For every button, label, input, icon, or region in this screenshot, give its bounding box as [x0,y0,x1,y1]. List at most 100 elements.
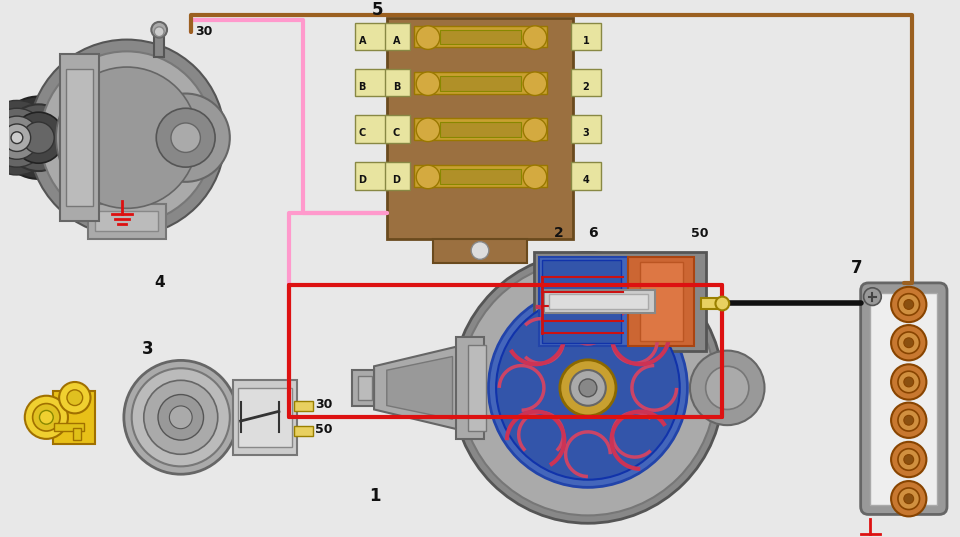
Circle shape [452,252,723,523]
Bar [440,30,521,45]
Circle shape [152,22,167,38]
Bar [701,297,722,309]
Circle shape [560,360,616,416]
Circle shape [471,242,489,259]
Circle shape [690,351,764,425]
Text: 4: 4 [583,175,589,185]
Circle shape [891,442,926,477]
Text: 3: 3 [141,339,154,358]
Text: A: A [358,35,366,46]
Circle shape [898,294,920,315]
Circle shape [864,288,881,306]
Text: 3: 3 [583,128,589,137]
Text: 50: 50 [691,227,708,240]
Text: C: C [359,128,366,137]
Text: 50: 50 [315,423,333,436]
Circle shape [715,296,730,310]
Bar [355,23,388,50]
Text: 1: 1 [583,35,589,46]
Circle shape [124,360,238,474]
Bar [549,294,648,309]
Bar [294,426,313,436]
Bar [358,376,372,400]
Text: 6: 6 [588,226,597,240]
Text: 1: 1 [370,487,380,505]
Circle shape [903,377,914,387]
Circle shape [891,287,926,322]
Circle shape [496,296,680,480]
Circle shape [39,410,53,424]
Bar [440,76,521,91]
Circle shape [3,124,31,151]
Bar [60,54,99,221]
Circle shape [13,112,64,163]
Circle shape [25,396,68,439]
Bar [871,293,937,505]
Text: C: C [393,128,400,137]
Text: B: B [359,82,366,92]
Circle shape [171,123,201,153]
Bar [355,69,388,97]
Text: 5: 5 [372,1,384,19]
Bar [415,118,546,140]
Circle shape [417,165,440,188]
Bar [440,169,521,184]
Bar [571,162,601,190]
Bar [387,18,573,239]
Circle shape [40,52,213,224]
Circle shape [903,455,914,465]
Circle shape [891,481,926,517]
Circle shape [523,165,546,188]
Bar [352,370,374,405]
Circle shape [706,366,749,409]
Circle shape [5,104,72,171]
Bar [415,72,546,93]
Text: 30: 30 [196,25,213,38]
Bar [385,23,410,50]
Bar [629,257,694,346]
Circle shape [903,300,914,309]
Circle shape [891,403,926,438]
Circle shape [155,27,164,37]
Bar [534,252,706,351]
Circle shape [417,118,440,142]
Circle shape [898,332,920,353]
Circle shape [144,380,218,454]
Circle shape [141,388,201,447]
Circle shape [461,260,715,516]
Bar [415,165,546,187]
Circle shape [67,390,83,405]
Circle shape [169,406,192,429]
Circle shape [579,379,597,397]
Bar [415,26,546,47]
Bar [355,115,388,143]
Circle shape [891,325,926,360]
Circle shape [60,382,90,413]
Circle shape [903,338,914,347]
Bar [238,388,292,447]
Bar [440,122,521,137]
Bar [433,239,527,263]
Circle shape [898,371,920,393]
Bar [87,205,166,239]
Bar [73,428,81,440]
Circle shape [158,395,204,440]
Circle shape [23,122,54,154]
Circle shape [898,449,920,470]
Text: 4: 4 [155,275,165,290]
Circle shape [57,67,198,208]
Circle shape [156,108,215,167]
Circle shape [570,370,606,406]
Circle shape [11,132,23,143]
Circle shape [0,100,54,175]
Bar [294,401,313,411]
Bar [539,257,628,346]
Text: A: A [393,35,400,46]
Bar [385,69,410,97]
Circle shape [0,108,46,167]
Bar [385,115,410,143]
Bar [355,162,388,190]
Circle shape [898,409,920,431]
Bar [571,23,601,50]
Circle shape [29,40,225,236]
